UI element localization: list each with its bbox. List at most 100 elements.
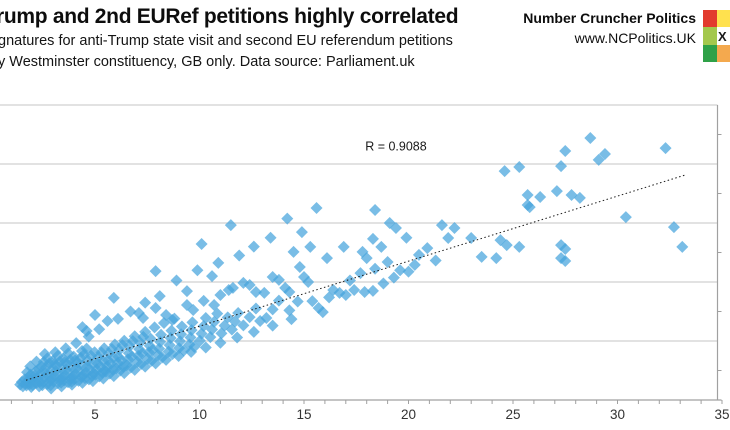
scatter-point (185, 324, 198, 337)
scatter-point (559, 145, 572, 158)
subtitle-line-1: gnatures for anti-Trump state visit and … (0, 33, 453, 49)
scatter-point (249, 286, 262, 299)
scatter-point (659, 142, 672, 155)
x-tick-label: 10 (192, 407, 207, 422)
scatter-point (69, 354, 82, 367)
scatter-point (573, 191, 586, 204)
scatter-point (264, 231, 277, 244)
logo-cell (717, 10, 730, 27)
scatter-point (448, 222, 461, 235)
scatter-point (442, 232, 455, 245)
scatter-point (400, 231, 413, 244)
scatter-point (304, 240, 317, 253)
scatter-point (111, 312, 124, 325)
scatter-point (377, 277, 390, 290)
scatter-point (237, 319, 250, 332)
scatter-point (186, 316, 199, 329)
scatter-point (148, 321, 161, 334)
scatter-point (101, 314, 114, 327)
scatter-point (408, 258, 421, 271)
scatter-point (197, 294, 210, 307)
scatter-point (360, 252, 373, 265)
scatter-point (139, 296, 152, 309)
scatter-point (285, 313, 298, 326)
scatter-point (185, 345, 198, 358)
scatter-point (343, 274, 356, 287)
scatter-point (38, 347, 51, 360)
scatter-point (306, 295, 319, 308)
scatter-point (149, 265, 162, 278)
scatter-point (199, 311, 212, 324)
scatter-point (243, 278, 256, 291)
scatter-point (550, 185, 563, 198)
scatter-point (214, 288, 227, 301)
scatter-point (598, 147, 611, 160)
scatter-point (354, 267, 367, 280)
scatter-point (195, 237, 208, 250)
scatter-point (421, 242, 434, 255)
scatter-point (174, 335, 187, 348)
scatter-point (233, 249, 246, 262)
scatter-point (247, 240, 260, 253)
scatter-point (206, 270, 219, 283)
scatter-point (107, 291, 120, 304)
scatter-point (24, 360, 37, 373)
subtitle-line-2: y Westminster constituency, GB only. Dat… (0, 54, 415, 70)
scatter-point (429, 254, 442, 267)
logo-cell: X (717, 27, 730, 45)
scatter-point (55, 380, 68, 393)
scatter-point (366, 232, 379, 245)
scatter-point (559, 255, 572, 268)
scatter-point (175, 320, 188, 333)
scatter-point (369, 204, 382, 217)
scatter-point (381, 255, 394, 268)
page-title: rump and 2nd EURef petitions highly corr… (0, 5, 459, 28)
scatter-point (500, 239, 513, 252)
brand-url: www.NCPolitics.UK (574, 30, 696, 46)
scatter-point (89, 309, 101, 322)
scatter-point (498, 165, 511, 178)
scatter-point (523, 201, 536, 214)
scatter-point (272, 294, 285, 307)
scatter-point (283, 286, 296, 299)
scatter-point (66, 378, 79, 391)
scatter-point (191, 264, 204, 277)
scatter-point (281, 212, 294, 225)
scatter-point (149, 357, 162, 370)
scatter-point (667, 221, 680, 234)
logo-cell (703, 10, 717, 27)
scatter-point (232, 306, 245, 319)
scatter-point (164, 332, 177, 345)
scatter-point (619, 211, 632, 224)
scatter-point (291, 295, 304, 308)
scatter-point (559, 242, 572, 255)
scatter-point (170, 274, 183, 287)
scatter-point (358, 286, 371, 299)
scatter-point (153, 290, 166, 303)
scatter-point (154, 335, 167, 348)
logo-cell (717, 45, 730, 62)
scatter-point (295, 226, 308, 239)
scatter-point (144, 332, 157, 345)
scatter-point (118, 367, 131, 380)
scatter-point (199, 341, 212, 354)
scatter-point (58, 356, 71, 369)
scatter-point (124, 305, 137, 318)
scatter-point (348, 283, 361, 296)
scatter-point (337, 240, 350, 253)
scatter-point (45, 382, 58, 395)
r-value-label: R = 0.9088 (365, 140, 427, 154)
scatter-point (168, 312, 181, 325)
scatter-point (366, 284, 379, 297)
scatter-point (139, 325, 152, 338)
scatter-point (258, 286, 271, 299)
x-tick-label: 20 (401, 407, 416, 422)
logo-cell (703, 27, 717, 45)
scatter-point (283, 304, 296, 317)
scatter-point (59, 342, 72, 355)
scatter-point (394, 264, 407, 277)
scatter-point (97, 372, 110, 385)
scatter-point (490, 252, 503, 265)
scatter-point (86, 375, 99, 388)
